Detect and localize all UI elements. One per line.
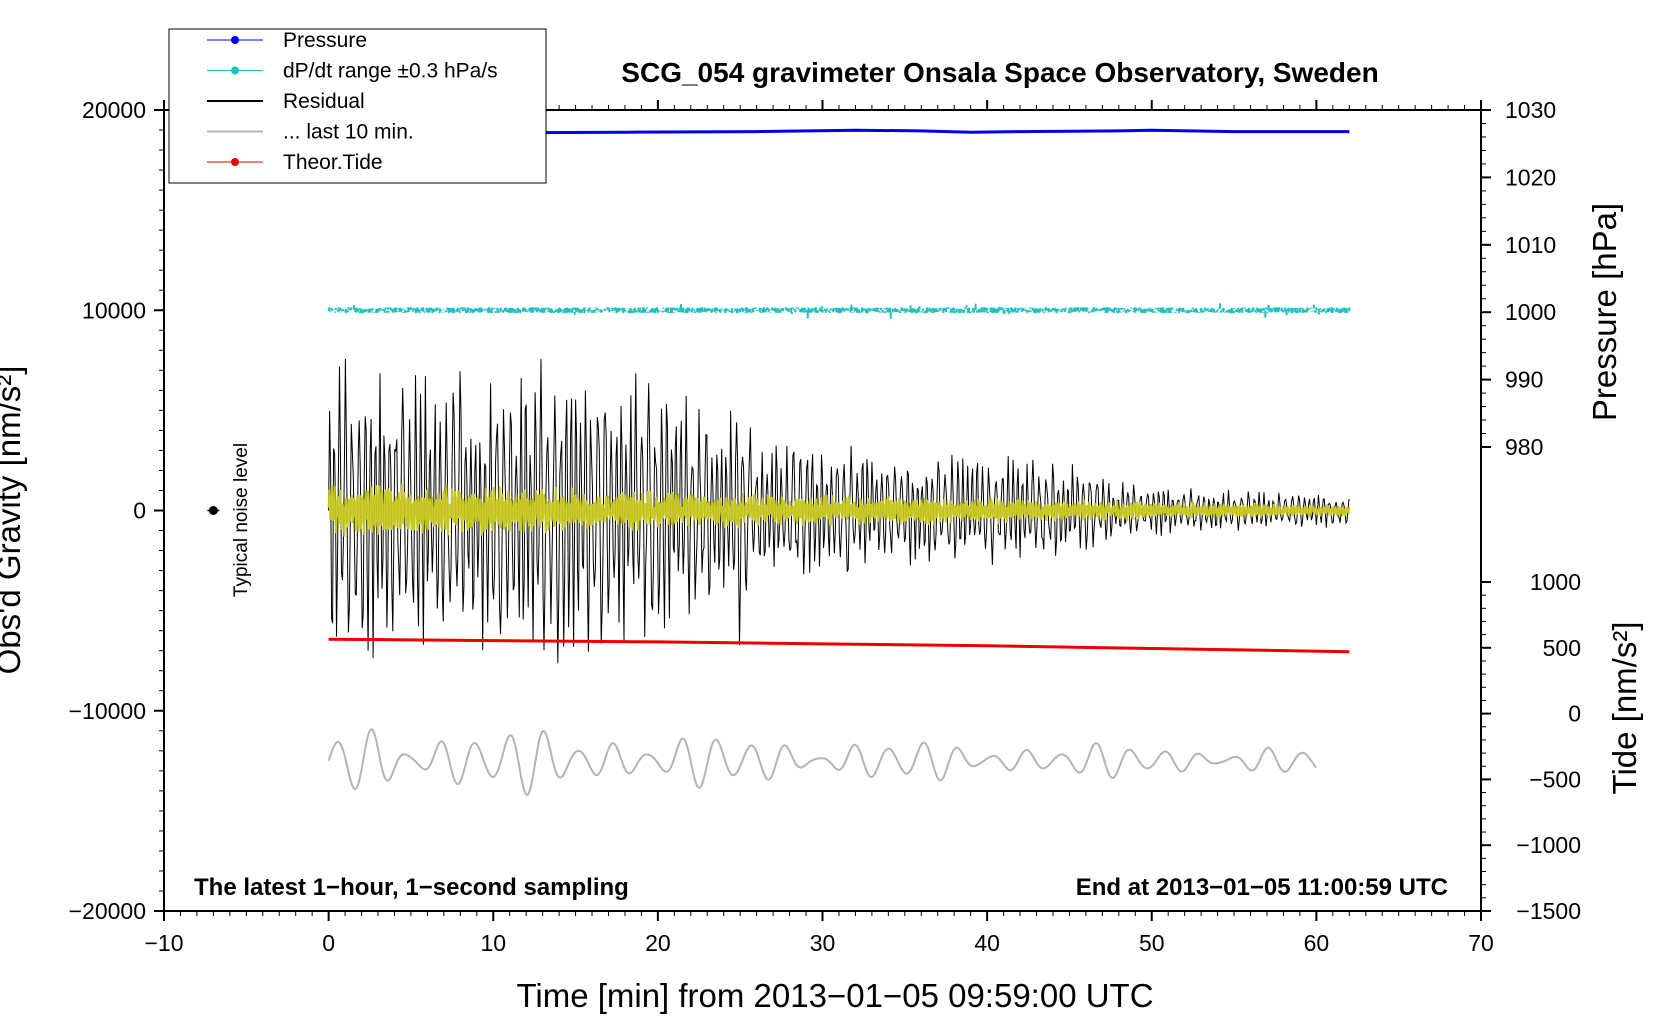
x-tick-label: 30 — [810, 930, 836, 956]
y-tick-label: −10000 — [69, 698, 146, 724]
tide-tick-label: −1500 — [1516, 898, 1581, 924]
pressure-tick-label: 1010 — [1505, 232, 1556, 258]
x-tick-label: 0 — [322, 930, 335, 956]
legend-box — [168, 28, 547, 184]
y-tick-label: 0 — [133, 498, 146, 524]
noise-marker — [208, 506, 218, 515]
y-tick-label: 20000 — [82, 97, 146, 123]
x-tick-label: 40 — [974, 930, 1000, 956]
pressure-tick-label: 980 — [1505, 434, 1543, 460]
filtered-line — [327, 484, 1351, 537]
y-tick-label: 10000 — [82, 297, 146, 323]
noise-label: Typical noise level — [231, 443, 252, 597]
chart-title: SCG_054 gravimeter Onsala Space Observat… — [621, 57, 1378, 88]
tide-tick-label: −500 — [1529, 766, 1581, 792]
legend: Pressure dP/dt range ±0.3 hPa/s Residual..… — [168, 28, 547, 184]
pressure-tick-label: 990 — [1505, 367, 1543, 393]
pressure-line — [328, 128, 1350, 135]
pressure-tick-label: 1020 — [1505, 164, 1556, 190]
annotation-sampling: The latest 1−hour, 1−second sampling — [194, 874, 629, 901]
pressure-tick-label: 1000 — [1505, 299, 1556, 325]
x-tick-label: 50 — [1139, 930, 1165, 956]
legend-swatch-marker — [231, 66, 239, 75]
tide-tick-label: −1000 — [1516, 832, 1581, 858]
last-10-min-line — [327, 728, 1318, 796]
dpdt-band — [327, 303, 1351, 319]
legend-label: dP/dt range ±0.3 hPa/s — [283, 60, 498, 83]
theor-tide-line — [328, 637, 1350, 654]
x-tick-label: 70 — [1468, 930, 1494, 956]
ticks-layer: −10 0 10 20 30 40 50 60 7020000100000−10000−2000… — [69, 97, 1581, 956]
legend-swatch-marker — [231, 158, 239, 166]
y-axis-title: Obs'd Gravity [nm/s²] — [0, 366, 27, 675]
x-tick-label: 20 — [645, 930, 671, 956]
legend-rows: Pressure dP/dt range ±0.3 hPa/s Residual..… — [207, 29, 498, 174]
noise-layer — [207, 506, 220, 515]
legend-label: Theor.Tide — [283, 151, 383, 174]
legend-swatch-marker — [231, 36, 239, 44]
tide-axis-title: Tide [nm/s²] — [1606, 622, 1643, 795]
tide-tick-label: 500 — [1543, 635, 1581, 661]
tide-tick-label: 1000 — [1530, 569, 1581, 595]
pressure-tick-label: 1030 — [1505, 97, 1556, 123]
annotation-end-time: End at 2013−01−05 11:00:59 UTC — [1076, 874, 1448, 901]
x-axis-title: Time [min] from 2013−01−05 09:59:00 UTC — [516, 977, 1153, 1014]
legend-label: Pressure — [283, 29, 367, 52]
pressure-axis-title: Pressure [hPa] — [1586, 203, 1623, 421]
tide-tick-label: 0 — [1568, 701, 1581, 727]
legend-label: Residual — [283, 90, 365, 113]
x-tick-label: 10 — [480, 930, 506, 956]
x-tick-label: 60 — [1304, 930, 1330, 956]
x-tick-label: −10 — [144, 930, 183, 956]
series-layer — [327, 128, 1351, 796]
legend-label: ... last 10 min. — [283, 121, 414, 144]
y-tick-label: −20000 — [69, 898, 146, 924]
